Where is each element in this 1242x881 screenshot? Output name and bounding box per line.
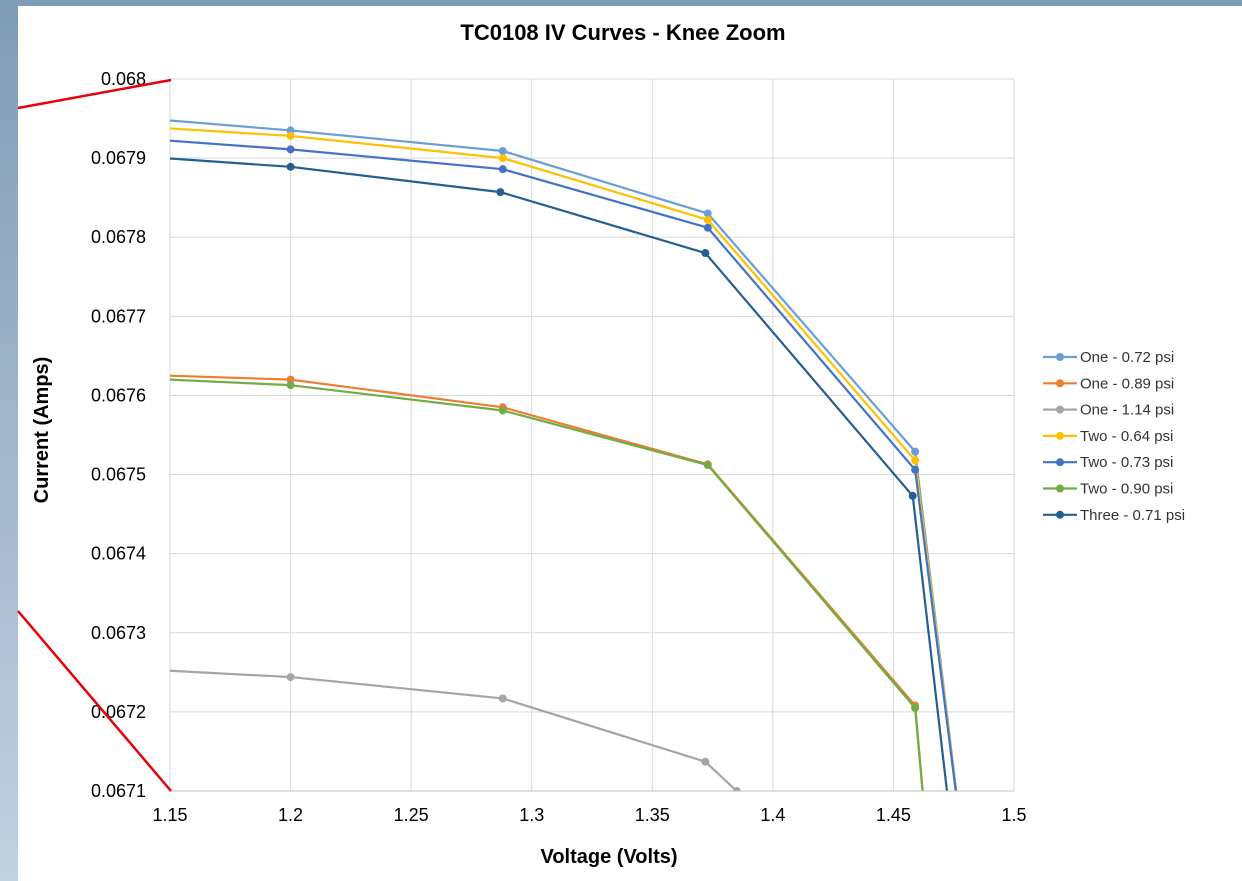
y-tick-label: 0.0672 <box>91 702 146 722</box>
legend-swatch-marker <box>1056 431 1064 440</box>
legend-swatch-marker <box>1056 379 1064 388</box>
legend-swatch-marker <box>1056 484 1064 493</box>
x-tick-label: 1.15 <box>152 805 187 825</box>
series-line <box>170 378 924 791</box>
series-line <box>170 127 958 791</box>
legend-label: Two - 0.90 psi <box>1080 481 1173 498</box>
data-point <box>496 188 505 197</box>
annotation-layer <box>17 78 172 792</box>
y-axis-title: Current (Amps) <box>31 357 53 504</box>
legend-item: Two - 0.90 psi <box>1043 481 1173 498</box>
x-tick-label: 1.4 <box>760 805 785 825</box>
x-tick-label: 1.25 <box>394 805 429 825</box>
series-0 <box>170 119 958 791</box>
y-tick-label: 0.0671 <box>91 781 146 801</box>
y-tick-label: 0.0678 <box>91 227 146 247</box>
data-point <box>286 126 295 135</box>
data-point <box>498 165 507 174</box>
data-point <box>703 215 712 224</box>
series-line <box>170 139 957 791</box>
y-tick-label: 0.068 <box>101 69 146 89</box>
data-point <box>498 406 507 415</box>
data-point <box>286 673 295 682</box>
legend-label: One - 0.72 psi <box>1080 349 1174 366</box>
data-point <box>703 461 712 470</box>
series-6 <box>170 157 949 791</box>
legend-item: Two - 0.64 psi <box>1043 428 1173 445</box>
series-2 <box>170 669 741 791</box>
legend-swatch-marker <box>1056 510 1064 519</box>
data-point <box>286 381 295 390</box>
data-point <box>286 375 295 384</box>
legend: One - 0.72 psi One - 0.89 psi One - 1.14 p… <box>1043 349 1185 524</box>
data-point <box>703 209 712 218</box>
y-tick-label: 0.0674 <box>91 544 146 564</box>
data-point <box>911 447 920 456</box>
x-tick-label: 1.5 <box>1001 805 1026 825</box>
data-point <box>701 249 710 258</box>
legend-swatch-marker <box>1056 353 1064 361</box>
data-point <box>286 162 295 171</box>
y-tick-label: 0.0676 <box>91 385 146 405</box>
zoom-callout-line-bottom <box>17 610 172 792</box>
data-point <box>286 145 295 154</box>
data-point <box>498 154 507 163</box>
legend-item: Three - 0.71 psi <box>1043 507 1185 524</box>
legend-swatch-marker <box>1056 458 1064 467</box>
legend-label: One - 0.89 psi <box>1080 375 1174 392</box>
series-1 <box>170 374 924 791</box>
axes: 1.15 1.2 1.25 1.3 1.35 1.4 1.45 1.5 0.0671 0.0672… <box>91 69 1027 825</box>
data-point <box>911 456 920 465</box>
x-tick-label: 1.2 <box>278 805 303 825</box>
data-point <box>701 757 710 766</box>
legend-label: Three - 0.71 psi <box>1080 507 1185 524</box>
data-point <box>703 223 712 232</box>
series-3 <box>170 127 958 791</box>
data-point <box>732 787 741 791</box>
x-tick-label: 1.3 <box>519 805 544 825</box>
legend-item: One - 0.72 psi <box>1043 349 1174 366</box>
chart-title: TC0108 IV Curves - Knee Zoom <box>460 20 785 45</box>
x-tick-label: 1.45 <box>876 805 911 825</box>
data-point <box>911 703 920 712</box>
legend-label: Two - 0.73 psi <box>1080 454 1173 471</box>
legend-label: Two - 0.64 psi <box>1080 428 1173 445</box>
series-layer <box>170 119 958 791</box>
legend-item: One - 1.14 psi <box>1043 402 1174 419</box>
data-point <box>498 146 507 155</box>
data-point <box>498 694 507 703</box>
zoom-callout-line-top <box>17 78 172 110</box>
y-tick-label: 0.0673 <box>91 623 146 643</box>
data-point <box>908 491 917 500</box>
y-tick-label: 0.0675 <box>91 465 146 485</box>
y-tick-label: 0.0679 <box>91 148 146 168</box>
y-tick-label: 0.0677 <box>91 306 146 326</box>
series-5 <box>170 378 924 791</box>
data-point <box>286 131 295 140</box>
data-point <box>911 465 920 474</box>
legend-item: One - 0.89 psi <box>1043 375 1174 392</box>
series-4 <box>170 139 957 791</box>
series-line <box>170 374 924 791</box>
legend-label: One - 1.14 psi <box>1080 402 1174 419</box>
series-line <box>170 119 958 791</box>
series-line <box>170 669 738 791</box>
series-line <box>170 157 949 791</box>
legend-swatch-marker <box>1056 405 1064 414</box>
x-axis-title: Voltage (Volts) <box>540 846 677 868</box>
legend-item: Two - 0.73 psi <box>1043 454 1173 471</box>
x-tick-label: 1.35 <box>635 805 670 825</box>
